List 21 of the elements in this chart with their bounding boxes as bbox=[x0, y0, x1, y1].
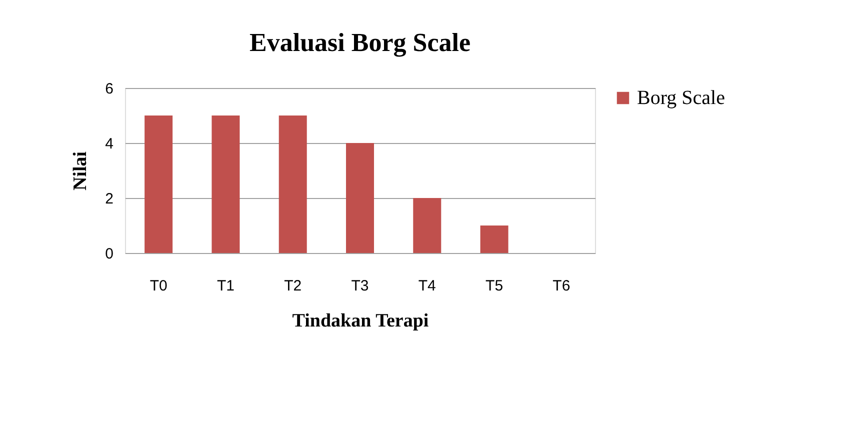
x-tick-label: T2 bbox=[284, 278, 302, 294]
y-tick-label: 4 bbox=[105, 136, 114, 152]
y-tick-label: 2 bbox=[105, 190, 114, 208]
x-tick-label: T4 bbox=[418, 278, 436, 294]
x-tick-label: T5 bbox=[486, 278, 504, 294]
bar bbox=[212, 116, 240, 253]
bar bbox=[278, 116, 307, 253]
bar bbox=[480, 226, 508, 253]
x-tick-label: T6 bbox=[552, 278, 570, 294]
chart-title: Evaluasi Borg Scale bbox=[249, 28, 471, 57]
x-axis-title: Tindakan Terapi bbox=[292, 310, 429, 332]
legend-label: Borg Scale bbox=[637, 87, 726, 109]
bar bbox=[346, 143, 374, 253]
y-tick-label: 0 bbox=[105, 246, 114, 262]
bar bbox=[144, 116, 173, 253]
bar bbox=[413, 198, 442, 253]
y-tick-label: 6 bbox=[105, 80, 114, 98]
x-tick-label: T1 bbox=[216, 278, 234, 294]
x-tick-label: T3 bbox=[351, 278, 369, 294]
x-tick-label: T0 bbox=[150, 278, 168, 294]
y-axis-title: Nilai bbox=[70, 151, 92, 191]
